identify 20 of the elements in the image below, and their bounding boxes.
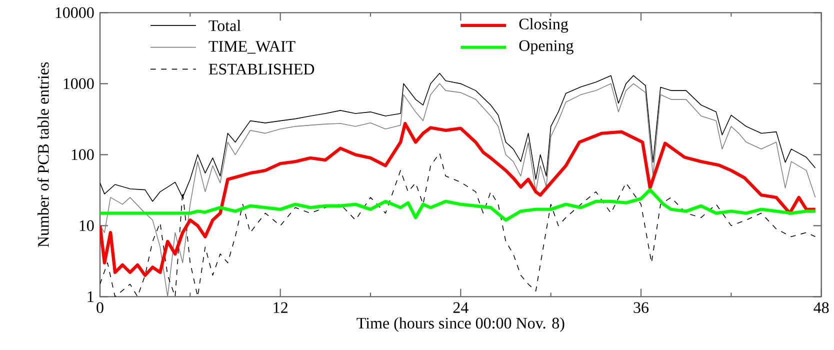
y-axis-title: Number of PCB table entries bbox=[37, 62, 49, 248]
y-tick-label: 10 bbox=[80, 220, 94, 232]
line-series bbox=[100, 122, 817, 277]
y-tick-label: 10000 bbox=[56, 7, 94, 18]
x-tick-label: 12 bbox=[274, 302, 288, 313]
x-tick-label: 24 bbox=[453, 302, 468, 313]
x-tick-label: 36 bbox=[634, 302, 649, 314]
legend-label: Opening bbox=[519, 40, 574, 54]
legend-label: Closing bbox=[519, 18, 568, 33]
legend-label: TIME_WAIT bbox=[208, 41, 296, 54]
y-tick-label: 100 bbox=[72, 149, 94, 160]
y-tick-label: 1 bbox=[88, 291, 94, 302]
x-tick-label: 48 bbox=[814, 302, 829, 314]
legend-label: ESTABLISHED bbox=[208, 64, 314, 75]
x-axis-title: Time (hours since 00:00 Nov. 8) bbox=[356, 317, 564, 332]
line-series bbox=[100, 188, 817, 222]
y-tick-label: 1000 bbox=[64, 78, 94, 90]
line-series bbox=[100, 83, 816, 297]
legend-label: Total bbox=[208, 20, 241, 32]
x-tick-label: 0 bbox=[96, 302, 104, 314]
